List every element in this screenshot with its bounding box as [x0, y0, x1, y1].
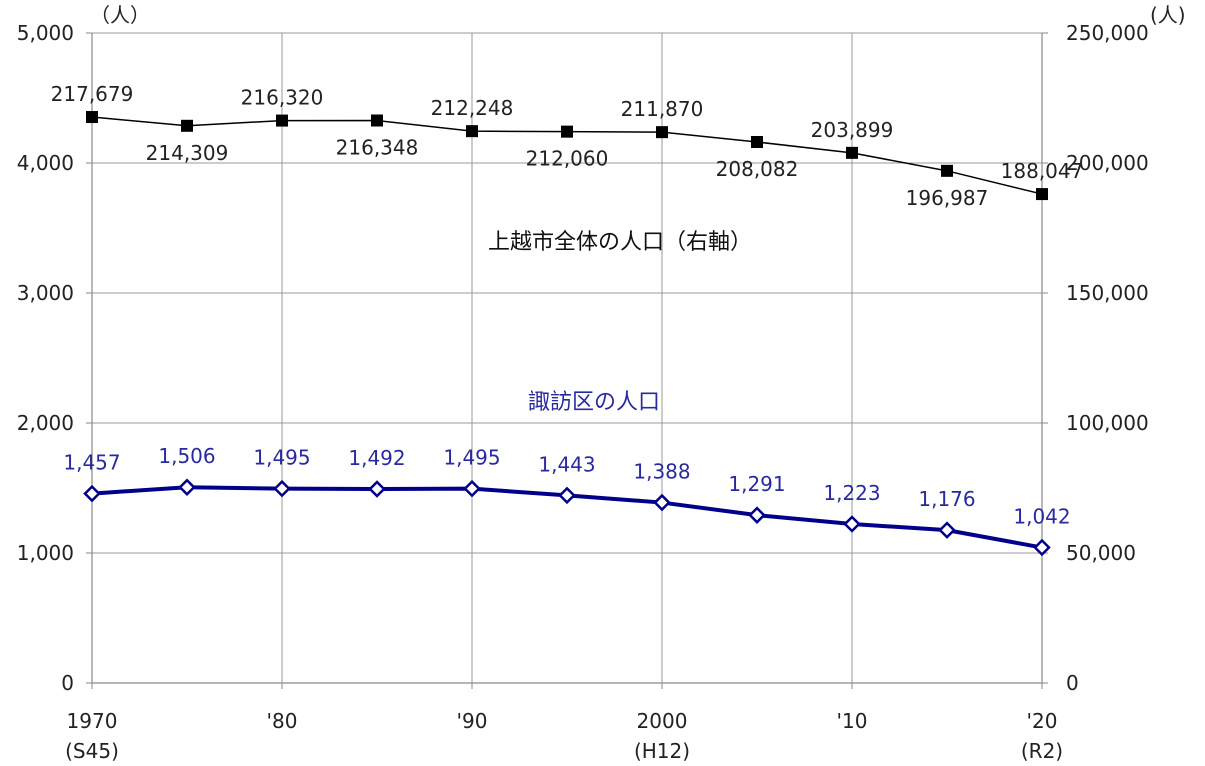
joetsu-point-marker: [656, 126, 668, 139]
joetsu-data-label: 203,899: [811, 118, 894, 142]
suwa-point-marker: [178, 478, 196, 496]
joetsu-data-label: 188,047: [1001, 159, 1084, 183]
suwa-point-marker: [368, 480, 386, 498]
tick-labels: 0 0 1,000 50,000 2,000 100,000 3,000 150,000 4,0…: [17, 21, 1149, 763]
suwa-point-marker: [558, 486, 576, 505]
joetsu-point-marker: [751, 135, 763, 148]
suwa-data-label: 1,042: [1013, 505, 1070, 529]
left-tick-label: 2,000: [17, 411, 74, 435]
x-tick-label: '90: [457, 709, 488, 733]
right-tick-label: 250,000: [1066, 21, 1149, 45]
suwa-point-marker: [1033, 538, 1051, 557]
x-tick-label: '20: [1027, 709, 1058, 733]
x-tick-sublabel: (H12): [634, 739, 690, 763]
left-tick-label: 4,000: [17, 151, 74, 175]
joetsu-point-marker: [941, 164, 953, 177]
left-axis-unit: （人）: [90, 3, 150, 27]
suwa-data-label: 1,495: [253, 446, 310, 470]
x-tick-label: 2000: [637, 709, 688, 733]
joetsu-data-label: 212,248: [431, 96, 514, 120]
left-tick-label: 5,000: [17, 21, 74, 45]
x-tick-label: 1970: [67, 709, 118, 733]
suwa-point-marker: [83, 484, 101, 503]
left-tick-label: 3,000: [17, 281, 74, 305]
series-joetsu-city: 217,679 214,309 216,320 216,348 212,248 212,0…: [51, 82, 1084, 210]
joetsu-data-label: 211,870: [621, 97, 704, 121]
suwa-point-marker: [273, 479, 291, 498]
left-tick-label: 1,000: [17, 541, 74, 565]
suwa-data-label: 1,176: [918, 487, 975, 511]
right-tick-label: 150,000: [1066, 281, 1149, 305]
right-tick-label: 200,000: [1066, 151, 1149, 175]
suwa-point-marker: [653, 493, 671, 512]
joetsu-point-marker: [86, 111, 98, 124]
right-tick-label: 0: [1066, 671, 1079, 695]
joetsu-point-marker: [276, 114, 288, 127]
joetsu-point-marker: [181, 119, 193, 132]
suwa-data-label: 1,492: [348, 446, 405, 470]
suwa-data-label: 1,457: [63, 451, 120, 475]
suwa-point-marker: [843, 515, 861, 533]
joetsu-data-label: 212,060: [526, 147, 609, 171]
left-tick-label: 0: [61, 671, 74, 695]
legend-label-joetsu: 上越市全体の人口（右軸）: [488, 230, 752, 255]
suwa-data-label: 1,388: [633, 460, 690, 484]
suwa-data-label: 1,443: [538, 452, 595, 476]
joetsu-data-label: 208,082: [716, 157, 799, 181]
joetsu-point-marker: [561, 125, 573, 138]
joetsu-data-label: 217,679: [51, 82, 134, 106]
x-tick-sublabel: (R2): [1021, 739, 1063, 763]
x-tick-label: '80: [267, 709, 298, 733]
joetsu-point-marker: [1036, 188, 1048, 201]
series-suwa-district: 1,457 1,506 1,495 1,492 1,495 1,443 1,388 1,291…: [63, 444, 1071, 557]
joetsu-point-marker: [371, 114, 383, 127]
suwa-data-label: 1,495: [443, 446, 500, 470]
suwa-data-label: 1,506: [158, 444, 215, 468]
x-tick-sublabel: (S45): [65, 739, 119, 763]
suwa-data-label: 1,223: [823, 481, 880, 505]
grid-lines: [92, 32, 1042, 683]
suwa-point-marker: [938, 521, 956, 539]
right-axis-unit: (人): [1150, 3, 1186, 27]
joetsu-data-label: 216,320: [241, 86, 324, 110]
suwa-point-marker: [463, 479, 481, 498]
joetsu-data-label: 216,348: [336, 135, 419, 159]
joetsu-point-marker: [846, 146, 858, 159]
suwa-point-marker: [748, 506, 766, 524]
right-tick-label: 100,000: [1066, 411, 1149, 435]
legend-label-suwa: 諏訪区の人口: [528, 390, 660, 415]
suwa-data-label: 1,291: [728, 472, 785, 496]
joetsu-data-label: 214,309: [146, 141, 229, 165]
x-tick-label: '10: [837, 709, 868, 733]
joetsu-point-marker: [466, 125, 478, 138]
joetsu-data-label: 196,987: [906, 186, 989, 210]
right-tick-label: 50,000: [1066, 541, 1136, 565]
